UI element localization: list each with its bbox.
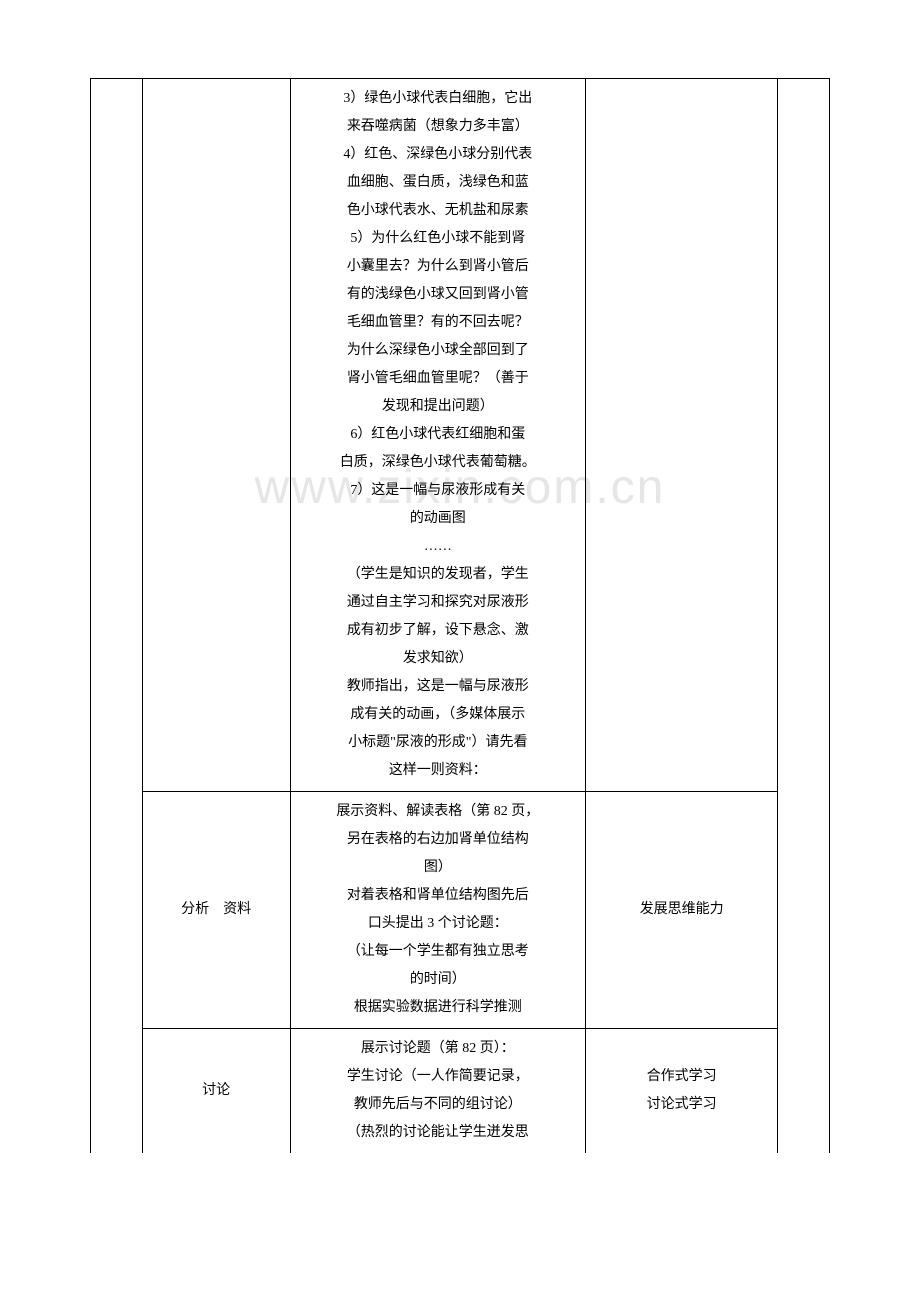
note-cell	[586, 79, 778, 792]
content-line: 色小球代表水、无机盐和尿素	[295, 197, 582, 225]
sub-heading-cell	[142, 79, 290, 792]
content-line: 图）	[295, 854, 582, 882]
content-line: 口头提出 3 个讨论题：	[295, 910, 582, 938]
content-line: 通过自主学习和探究对尿液形	[295, 589, 582, 617]
content-line: 小囊里去？为什么到肾小管后	[295, 253, 582, 281]
content-line: 6）红色小球代表红细胞和蛋	[295, 421, 582, 449]
content-line: （学生是知识的发现者，学生	[295, 561, 582, 589]
content-line: 血细胞、蛋白质，浅绿色和蓝	[295, 169, 582, 197]
sub-heading-cell: 讨论	[142, 1029, 290, 1154]
right-spanner-cell	[778, 79, 830, 1154]
sub-heading-cell: 分析 资料	[142, 792, 290, 1029]
content-line: 对着表格和肾单位结构图先后	[295, 882, 582, 910]
table-row: 讨论展示讨论题（第 82 页）：学生讨论（一人作简要记录，教师先后与不同的组讨论…	[91, 1029, 830, 1154]
content-line: 小标题"尿液的形成"）请先看	[295, 729, 582, 757]
content-line: ……	[295, 533, 582, 561]
note-cell: 合作式学习讨论式学习	[586, 1029, 778, 1154]
content-line: 4）红色、深绿色小球分别代表	[295, 141, 582, 169]
content-line: 为什么深绿色小球全部回到了	[295, 337, 582, 365]
lesson-plan-table: 3）绿色小球代表白细胞，它出来吞噬病菌（想象力多丰富）4）红色、深绿色小球分别代…	[90, 78, 830, 1153]
content-line: 根据实验数据进行科学推测	[295, 994, 582, 1022]
content-line: 发求知欲）	[295, 645, 582, 673]
content-line: 成有关的动画，（多媒体展示	[295, 701, 582, 729]
note-line: 讨论式学习	[590, 1091, 773, 1119]
content-line: （让每一个学生都有独立思考	[295, 938, 582, 966]
content-line: 学生讨论（一人作简要记录，	[295, 1063, 582, 1091]
left-spanner-cell	[91, 79, 143, 1154]
content-line: 5）为什么红色小球不能到肾	[295, 225, 582, 253]
content-line: 7）这是一幅与尿液形成有关	[295, 477, 582, 505]
content-line: 肾小管毛细血管里呢？（善于	[295, 365, 582, 393]
content-line: 这样一则资料：	[295, 757, 582, 785]
content-line: 毛细血管里？有的不回去呢？	[295, 309, 582, 337]
document-page: www.zixin.com.cn 3）绿色小球代表白细胞，它出来吞噬病菌（想象力…	[0, 0, 920, 1302]
content-line: 的动画图	[295, 505, 582, 533]
main-content-cell: 展示资料、解读表格（第 82 页，另在表格的右边加肾单位结构图）对着表格和肾单位…	[290, 792, 586, 1029]
content-line: 教师先后与不同的组讨论）	[295, 1091, 582, 1119]
content-line: 另在表格的右边加肾单位结构	[295, 826, 582, 854]
content-line: 白质，深绿色小球代表葡萄糖。	[295, 449, 582, 477]
table-row: 3）绿色小球代表白细胞，它出来吞噬病菌（想象力多丰富）4）红色、深绿色小球分别代…	[91, 79, 830, 792]
content-line: 教师指出，这是一幅与尿液形	[295, 673, 582, 701]
content-line: 成有初步了解，设下悬念、激	[295, 617, 582, 645]
main-content-cell: 展示讨论题（第 82 页）：学生讨论（一人作简要记录，教师先后与不同的组讨论）（…	[290, 1029, 586, 1154]
note-cell: 发展思维能力	[586, 792, 778, 1029]
content-line: （热烈的讨论能让学生迸发思	[295, 1119, 582, 1147]
note-line: 合作式学习	[590, 1063, 773, 1091]
content-line: 3）绿色小球代表白细胞，它出	[295, 85, 582, 113]
content-line: 有的浅绿色小球又回到肾小管	[295, 281, 582, 309]
content-line: 的时间）	[295, 966, 582, 994]
content-line: 发现和提出问题）	[295, 393, 582, 421]
main-content-cell: 3）绿色小球代表白细胞，它出来吞噬病菌（想象力多丰富）4）红色、深绿色小球分别代…	[290, 79, 586, 792]
content-line: 展示讨论题（第 82 页）：	[295, 1035, 582, 1063]
content-line: 来吞噬病菌（想象力多丰富）	[295, 113, 582, 141]
table-row: 分析 资料展示资料、解读表格（第 82 页，另在表格的右边加肾单位结构图）对着表…	[91, 792, 830, 1029]
content-line: 展示资料、解读表格（第 82 页，	[295, 798, 582, 826]
